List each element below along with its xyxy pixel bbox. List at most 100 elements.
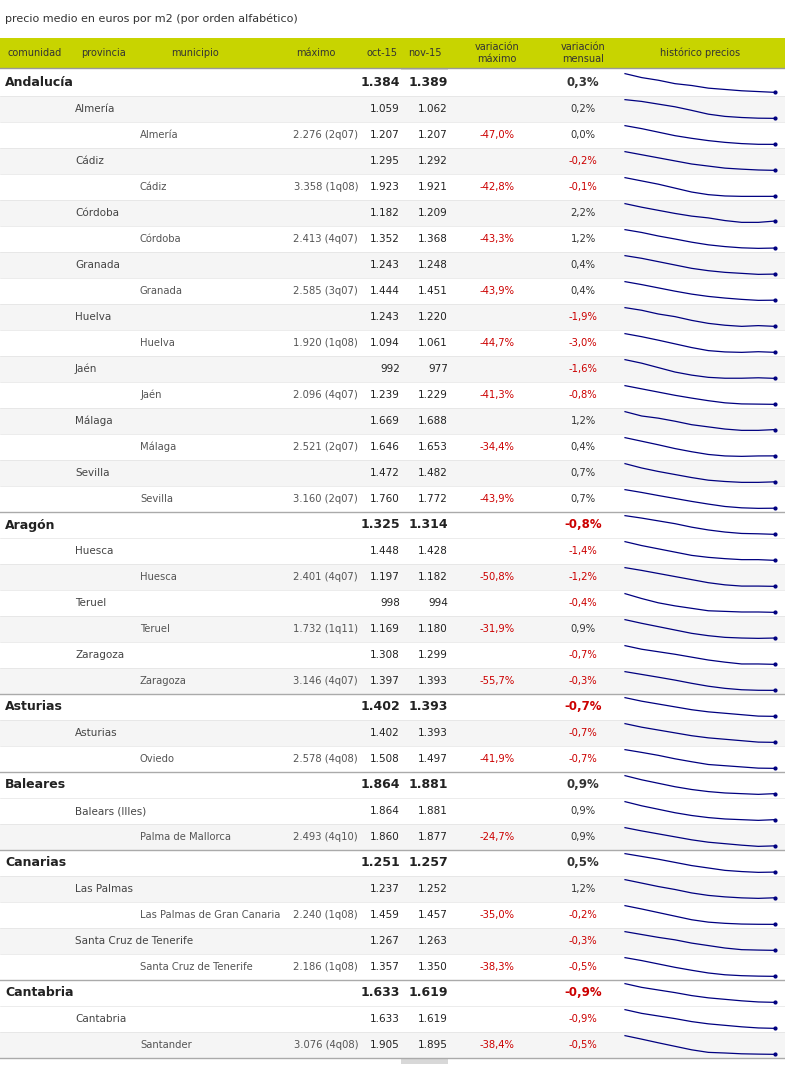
Text: -43,9%: -43,9% [480, 494, 514, 504]
Text: 0,9%: 0,9% [571, 806, 596, 816]
Text: 1.393: 1.393 [418, 676, 448, 686]
Text: Santander: Santander [140, 1040, 192, 1050]
Text: 2.240 (1q08): 2.240 (1q08) [294, 910, 358, 920]
Text: 0,0%: 0,0% [571, 130, 596, 140]
Text: Cádiz: Cádiz [140, 183, 167, 192]
Text: -43,3%: -43,3% [480, 234, 514, 244]
Text: -1,4%: -1,4% [568, 546, 597, 556]
Text: 992: 992 [380, 364, 400, 374]
Text: Balears (Illes): Balears (Illes) [75, 806, 146, 816]
Text: -35,0%: -35,0% [480, 910, 514, 920]
Bar [0, 512, 785, 538]
Text: 1.299: 1.299 [418, 650, 448, 660]
Text: Granada: Granada [140, 286, 183, 296]
Text: -0,7%: -0,7% [568, 754, 597, 764]
Text: 977: 977 [428, 364, 448, 374]
Text: -0,8%: -0,8% [568, 390, 597, 400]
Bar [0, 486, 785, 512]
Text: Málaga: Málaga [140, 442, 177, 453]
Text: municipio: municipio [171, 48, 219, 58]
Text: 998: 998 [380, 598, 400, 608]
Text: -0,3%: -0,3% [568, 936, 597, 946]
Text: 1,2%: 1,2% [571, 416, 596, 426]
Bar [0, 824, 785, 850]
Bar [0, 278, 785, 303]
Bar [0, 954, 785, 980]
Text: Córdoba: Córdoba [140, 234, 181, 244]
Text: 1.182: 1.182 [370, 208, 400, 218]
Text: 0,7%: 0,7% [571, 494, 596, 504]
Text: Canarias: Canarias [5, 856, 66, 869]
Text: 1.905: 1.905 [371, 1040, 400, 1050]
Text: Las Palmas de Gran Canaria: Las Palmas de Gran Canaria [140, 910, 280, 920]
Text: Teruel: Teruel [75, 598, 106, 608]
Text: Santa Cruz de Tenerife: Santa Cruz de Tenerife [140, 962, 253, 972]
Text: 994: 994 [428, 598, 448, 608]
Text: 2.578 (4q08): 2.578 (4q08) [294, 754, 358, 764]
Bar [401, 38, 448, 1064]
Text: Teruel: Teruel [140, 624, 170, 634]
Text: 1,2%: 1,2% [571, 885, 596, 894]
Text: Oviedo: Oviedo [140, 754, 175, 764]
Text: comunidad: comunidad [8, 48, 62, 58]
Text: 1.860: 1.860 [371, 832, 400, 842]
Bar [0, 70, 785, 96]
Text: -47,0%: -47,0% [480, 130, 514, 140]
Text: 1.248: 1.248 [418, 260, 448, 270]
Text: 0,4%: 0,4% [571, 260, 596, 270]
Text: 2.186 (1q08): 2.186 (1q08) [294, 962, 358, 972]
Text: 1.389: 1.389 [409, 77, 448, 90]
Text: 1.393: 1.393 [409, 701, 448, 714]
Text: Málaga: Málaga [75, 416, 112, 427]
Text: 1.182: 1.182 [418, 572, 448, 582]
Text: 2.521 (2q07): 2.521 (2q07) [293, 442, 358, 453]
Bar [0, 798, 785, 824]
Text: 2.276 (2q07): 2.276 (2q07) [293, 130, 358, 140]
Text: Cádiz: Cádiz [75, 156, 104, 166]
Text: 1.197: 1.197 [370, 572, 400, 582]
Text: 3.146 (4q07): 3.146 (4q07) [294, 676, 358, 686]
Bar [0, 720, 785, 746]
Text: 1.180: 1.180 [418, 624, 448, 634]
Text: Santa Cruz de Tenerife: Santa Cruz de Tenerife [75, 936, 193, 946]
Text: variación
mensual: variación mensual [560, 42, 605, 64]
Text: 1.352: 1.352 [370, 234, 400, 244]
Bar [0, 356, 785, 382]
Text: 1.920 (1q08): 1.920 (1q08) [294, 338, 358, 348]
Text: 1.459: 1.459 [370, 910, 400, 920]
Bar [0, 850, 785, 876]
Text: -3,0%: -3,0% [568, 338, 597, 348]
Text: 2.585 (3q07): 2.585 (3q07) [294, 286, 358, 296]
Text: Huesca: Huesca [75, 546, 113, 556]
Text: 1.061: 1.061 [418, 338, 448, 348]
Text: 1.444: 1.444 [370, 286, 400, 296]
Text: precio medio en euros por m2 (por orden alfabético): precio medio en euros por m2 (por orden … [5, 14, 298, 25]
Bar [0, 408, 785, 434]
Text: 1.207: 1.207 [371, 130, 400, 140]
Text: -0,7%: -0,7% [568, 650, 597, 660]
Text: máximo: máximo [296, 48, 336, 58]
Text: 0,4%: 0,4% [571, 442, 596, 453]
Bar [0, 876, 785, 902]
Text: Sevilla: Sevilla [75, 468, 109, 478]
Text: 0,9%: 0,9% [567, 779, 600, 792]
Text: -0,9%: -0,9% [564, 986, 602, 999]
Text: provincia: provincia [81, 48, 126, 58]
Bar [0, 1032, 785, 1058]
Text: 1.059: 1.059 [371, 104, 400, 114]
Text: 1.619: 1.619 [408, 986, 448, 999]
Bar [0, 980, 785, 1005]
Text: 1.094: 1.094 [371, 338, 400, 348]
Text: Andalucía: Andalucía [5, 77, 74, 90]
Text: -41,9%: -41,9% [480, 754, 514, 764]
Bar [0, 669, 785, 694]
Text: -50,8%: -50,8% [480, 572, 514, 582]
Bar [0, 252, 785, 278]
Text: Zaragoza: Zaragoza [140, 676, 187, 686]
Bar [0, 616, 785, 642]
Text: variación
máximo: variación máximo [475, 42, 520, 64]
Text: 2.401 (4q07): 2.401 (4q07) [294, 572, 358, 582]
Text: -0,9%: -0,9% [568, 1014, 597, 1024]
Text: 1.760: 1.760 [371, 494, 400, 504]
Text: -55,7%: -55,7% [480, 676, 515, 686]
